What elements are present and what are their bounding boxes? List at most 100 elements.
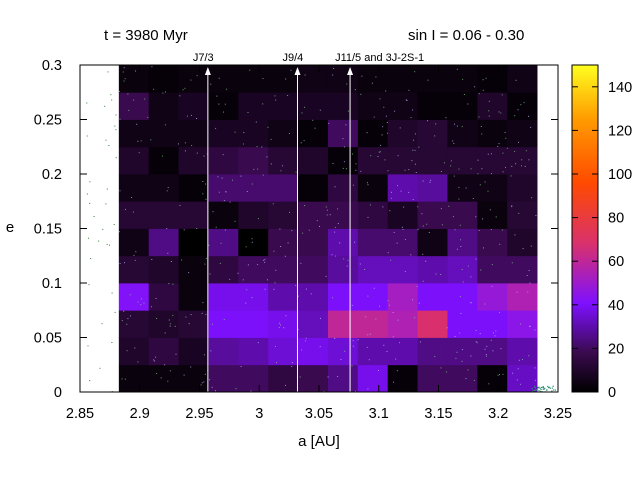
heatmap-cell <box>238 92 269 120</box>
particle-dot <box>514 234 516 236</box>
particle-dot <box>540 389 542 391</box>
heatmap-cell <box>357 364 389 392</box>
particle-dot <box>530 126 532 128</box>
particle-dot <box>414 163 416 165</box>
heatmap-cell <box>148 310 179 338</box>
particle-dot <box>414 133 416 135</box>
particle-dot <box>516 291 518 293</box>
particle-dot <box>102 228 104 230</box>
particle-dot <box>480 269 482 271</box>
particle-dot <box>519 383 521 385</box>
particle-dot <box>538 389 540 392</box>
heatmap-cell <box>148 119 179 148</box>
particle-dot <box>205 183 207 185</box>
heatmap-cell <box>477 310 508 338</box>
particle-dot <box>535 215 537 216</box>
heatmap-cell <box>507 174 538 202</box>
particle-dot <box>89 380 91 382</box>
particle-dot <box>289 211 290 213</box>
heatmap-cell <box>118 228 150 257</box>
particle-dot <box>440 171 442 172</box>
particle-dot <box>334 226 336 228</box>
particle-dot <box>552 385 554 387</box>
particle-dot <box>266 156 268 158</box>
particle-dot <box>529 325 530 327</box>
particle-dot <box>465 187 467 189</box>
particle-dot <box>274 346 276 347</box>
particle-dot <box>172 283 174 285</box>
heatmap-cell <box>208 65 239 93</box>
particle-dot <box>332 74 334 76</box>
heatmap-cell <box>208 310 239 338</box>
particle-dot <box>218 77 220 79</box>
particle-dot <box>404 169 406 171</box>
heatmap-cell <box>387 119 418 148</box>
particle-dot <box>446 327 448 329</box>
x-tick-label: 2.95 <box>185 406 213 422</box>
particle-dot <box>257 168 259 170</box>
particle-dot <box>470 168 472 170</box>
particle-dot <box>540 386 542 389</box>
particle-dot <box>126 350 128 352</box>
particle-dot <box>106 188 108 190</box>
particle-dot <box>459 296 461 298</box>
particle-dot <box>427 120 428 122</box>
heatmap-cell <box>447 310 478 338</box>
particle-dot <box>208 244 210 246</box>
particle-dot <box>500 348 502 350</box>
particle-dot <box>354 241 356 243</box>
particle-dot <box>190 314 192 316</box>
particle-dot <box>204 373 206 375</box>
particle-dot <box>402 229 404 230</box>
particle-dot <box>262 174 264 176</box>
particle-dot <box>456 248 458 250</box>
particle-dot <box>539 387 541 390</box>
particle-dot <box>488 383 490 385</box>
particle-dot <box>516 379 518 381</box>
heatmap-cell <box>327 283 359 311</box>
particle-dot <box>484 348 486 350</box>
particle-dot <box>138 152 140 154</box>
particle-dot <box>475 258 477 260</box>
particle-dot <box>440 367 442 369</box>
heatmap-cell <box>327 228 359 257</box>
particle-dot <box>334 337 336 339</box>
heatmap-cell <box>357 174 389 202</box>
particle-dot <box>515 163 517 165</box>
particle-dot <box>487 153 489 155</box>
heatmap-cell <box>477 174 508 202</box>
particle-dot <box>246 191 248 192</box>
particle-dot <box>542 386 545 389</box>
particle-dot <box>542 386 544 388</box>
heatmap-cell <box>357 255 389 284</box>
particle-dot <box>528 159 530 161</box>
particle-dot <box>434 356 436 358</box>
particle-dot <box>162 155 163 157</box>
particle-dot <box>504 132 506 133</box>
particle-dot <box>343 146 345 148</box>
particle-dot <box>500 112 502 114</box>
particle-dot <box>414 317 416 319</box>
particle-dot <box>326 214 328 216</box>
particle-dot <box>275 99 277 101</box>
particle-dot <box>153 88 155 90</box>
particle-dot <box>414 71 416 73</box>
particle-dot <box>475 341 477 343</box>
particle-dot <box>510 175 512 177</box>
particle-dot <box>300 142 302 144</box>
particle-dot <box>470 302 472 303</box>
particle-dot <box>490 339 492 341</box>
particle-dot <box>498 111 500 113</box>
heatmap-cell <box>417 283 448 311</box>
particle-dot <box>140 304 142 306</box>
particle-dot <box>335 255 337 257</box>
particle-dot <box>448 205 450 207</box>
particle-dot <box>234 131 236 133</box>
particle-dot <box>390 197 392 199</box>
particle-dot <box>379 151 381 153</box>
particle-dot <box>422 180 424 182</box>
particle-dot <box>300 262 302 264</box>
particle-dot <box>387 170 389 172</box>
particle-dot <box>135 70 136 72</box>
particle-dot <box>221 177 223 179</box>
